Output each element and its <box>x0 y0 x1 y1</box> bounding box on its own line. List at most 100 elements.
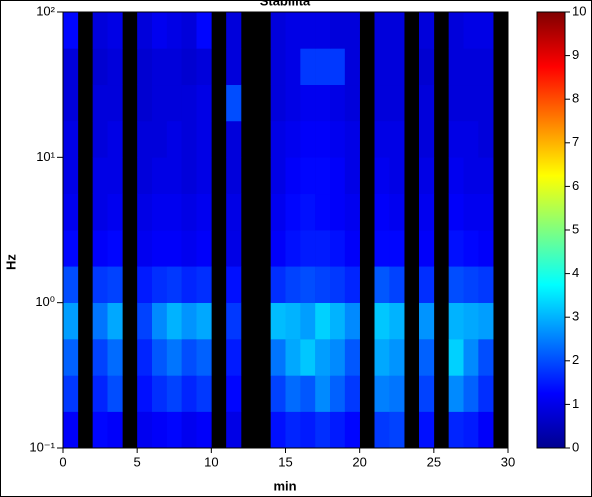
heatmap-cell <box>374 48 390 86</box>
heatmap-cell <box>448 120 464 158</box>
heatmap-cell <box>63 339 79 376</box>
heatmap-cell <box>463 193 479 231</box>
heatmap-cell <box>463 84 479 122</box>
chart-title: Stabilità <box>260 0 311 8</box>
heatmap-cell <box>315 157 331 195</box>
heatmap-cell <box>389 375 405 412</box>
heatmap-cell <box>419 157 435 195</box>
heatmap-cell <box>226 302 242 340</box>
heatmap-cell <box>285 339 301 376</box>
heatmap-cell <box>166 12 182 49</box>
heatmap-cell <box>344 375 360 412</box>
x-tick-label: 10 <box>204 454 218 469</box>
heatmap-cell <box>181 193 197 231</box>
heatmap-cell <box>137 266 153 303</box>
x-tick-label: 20 <box>352 454 366 469</box>
y-axis-label: Hz <box>3 254 18 270</box>
heatmap-cell <box>196 230 212 267</box>
heatmap-cell <box>181 339 197 376</box>
heatmap-cell <box>181 12 197 49</box>
heatmap-cell <box>448 339 464 376</box>
heatmap-cell <box>226 375 242 412</box>
heatmap-cell <box>270 193 286 231</box>
heatmap-cell <box>107 12 123 49</box>
heatmap-cell <box>152 193 168 231</box>
heatmap-cell <box>63 120 79 158</box>
heatmap-cell <box>137 302 153 340</box>
heatmap-cell <box>63 411 79 449</box>
heatmap-cell <box>315 230 331 267</box>
heatmap-cell <box>315 48 331 86</box>
colorbar-tick-label: 10 <box>572 3 586 18</box>
heatmap-cell <box>300 266 316 303</box>
heatmap-cell <box>92 411 108 449</box>
y-tick-label: 10¹ <box>36 149 55 164</box>
heatmap-cell <box>374 84 390 122</box>
heatmap-cell <box>315 375 331 412</box>
heatmap-cell <box>463 375 479 412</box>
x-tick-label: 5 <box>134 454 141 469</box>
heatmap-cell <box>107 230 123 267</box>
heatmap-cell <box>330 84 346 122</box>
heatmap-cell <box>63 375 79 412</box>
heatmap-cell <box>166 411 182 449</box>
heatmap-cell <box>419 230 435 267</box>
heatmap-cell <box>330 302 346 340</box>
heatmap-cell <box>137 84 153 122</box>
heatmap-cell <box>330 120 346 158</box>
heatmap-cell <box>226 84 242 122</box>
heatmap-cell <box>315 120 331 158</box>
heatmap-cell <box>166 193 182 231</box>
x-tick-label: 25 <box>427 454 441 469</box>
y-tick-label: 10⁰ <box>35 294 55 309</box>
heatmap-cell <box>270 411 286 449</box>
colorbar-tick-label: 7 <box>572 134 579 149</box>
heatmap-cell <box>374 120 390 158</box>
heatmap-cell <box>285 84 301 122</box>
heatmap-cell <box>181 230 197 267</box>
heatmap-cell <box>270 48 286 86</box>
heatmap-cell <box>270 12 286 49</box>
colorbar-tick-label: 4 <box>572 265 579 280</box>
heatmap-cell <box>181 266 197 303</box>
heatmap-cell <box>181 84 197 122</box>
heatmap-cell <box>107 266 123 303</box>
heatmap-cell <box>300 84 316 122</box>
heatmap-cell <box>315 12 331 49</box>
colorbar-tick-label: 9 <box>572 47 579 62</box>
heatmap-cell <box>344 120 360 158</box>
heatmap-cell <box>152 411 168 449</box>
heatmap-cell <box>137 230 153 267</box>
heatmap-cell <box>374 193 390 231</box>
heatmap-cell <box>463 411 479 449</box>
heatmap-cell <box>270 120 286 158</box>
heatmap-cell <box>448 84 464 122</box>
heatmap-cell <box>226 230 242 267</box>
heatmap-cell <box>463 12 479 49</box>
heatmap-cell <box>270 339 286 376</box>
heatmap-cell <box>463 120 479 158</box>
heatmap-cell <box>330 193 346 231</box>
heatmap-cell <box>419 339 435 376</box>
heatmap-cell <box>374 339 390 376</box>
heatmap-cell <box>478 230 494 267</box>
heatmap-cell <box>478 48 494 86</box>
heatmap-cell <box>63 12 79 49</box>
heatmap-cell <box>419 266 435 303</box>
heatmap-cell <box>374 266 390 303</box>
heatmap-cell <box>181 411 197 449</box>
heatmap-cell <box>344 48 360 86</box>
heatmap-cell <box>285 266 301 303</box>
heatmap-cell <box>166 230 182 267</box>
heatmap-cell <box>226 12 242 49</box>
heatmap-cell <box>63 302 79 340</box>
heatmap-cell <box>285 230 301 267</box>
heatmap <box>63 12 494 449</box>
heatmap-cell <box>285 120 301 158</box>
heatmap-cell <box>300 120 316 158</box>
heatmap-cell <box>152 157 168 195</box>
heatmap-cell <box>478 302 494 340</box>
heatmap-cell <box>137 411 153 449</box>
heatmap-cell <box>92 12 108 49</box>
heatmap-cell <box>389 411 405 449</box>
